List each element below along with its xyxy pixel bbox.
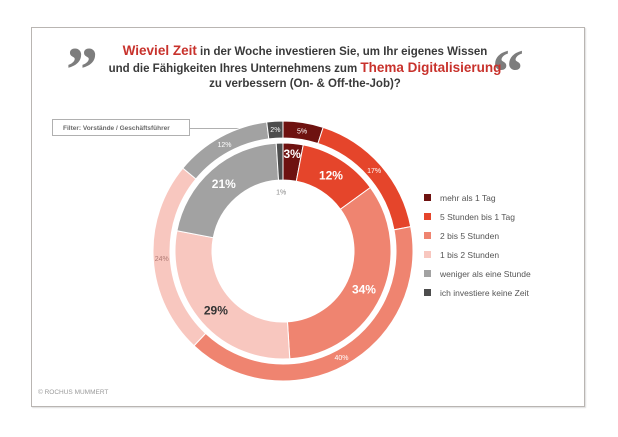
filter-label: Filter: Vorstände / Geschäftsführer xyxy=(52,119,190,136)
inner-ring-segment xyxy=(275,142,284,181)
legend-swatch xyxy=(424,194,431,201)
title-text-1: in der Woche investieren Sie, um Ihr eig… xyxy=(196,46,488,58)
legend-item: 5 Stunden bis 1 Tag xyxy=(424,207,531,226)
legend-item: 2 bis 5 Stunden xyxy=(424,226,531,245)
legend-label: 1 bis 2 Stunden xyxy=(440,249,500,260)
inner-data-label: 3% xyxy=(284,147,302,161)
legend-label: ich investiere keine Zeit xyxy=(440,287,529,298)
quote-open-icon: ” xyxy=(66,34,98,105)
inner-data-label: 21% xyxy=(212,177,236,191)
outer-data-label: 17% xyxy=(367,168,381,175)
outer-data-label: 5% xyxy=(297,128,307,135)
legend-item: mehr als 1 Tag xyxy=(424,188,531,207)
quote-close-icon: “ xyxy=(492,36,524,107)
legend-swatch xyxy=(424,270,431,277)
outer-data-label: 2% xyxy=(270,127,280,134)
legend-item: weniger als eine Stunde xyxy=(424,264,531,283)
legend-item: ich investiere keine Zeit xyxy=(424,283,531,302)
outer-data-label: 40% xyxy=(335,355,349,362)
legend-swatch xyxy=(424,213,431,220)
inner-data-label: 12% xyxy=(319,169,343,183)
legend-swatch xyxy=(424,232,431,239)
legend-label: weniger als eine Stunde xyxy=(440,268,531,279)
outer-data-label: 24% xyxy=(155,256,169,263)
title-text-3: zu verbessern (On- & Off-the-Job)? xyxy=(209,78,401,90)
inner-ring-segment xyxy=(286,186,392,360)
outer-ring-segment xyxy=(266,120,284,140)
legend-item: 1 bis 2 Stunden xyxy=(424,245,531,264)
legend-label: 5 Stunden bis 1 Tag xyxy=(440,211,515,222)
chart-legend: mehr als 1 Tag 5 Stunden bis 1 Tag 2 bis 5… xyxy=(424,188,531,302)
inner-data-label: 29% xyxy=(204,303,228,317)
copyright: © ROCHUS MUMMERT xyxy=(38,389,109,396)
filter-connector-line xyxy=(190,128,250,129)
legend-label: mehr als 1 Tag xyxy=(440,192,496,203)
title-highlight-2: Thema Digitalisierung xyxy=(360,60,502,75)
inner-data-label: 34% xyxy=(352,282,376,296)
title-highlight-1: Wieviel Zeit xyxy=(122,43,197,58)
legend-swatch xyxy=(424,251,431,258)
chart-title: Wieviel Zeit in der Woche investieren Si… xyxy=(100,43,510,92)
outer-data-label: 12% xyxy=(217,142,231,149)
inner-data-label: 1% xyxy=(276,189,286,196)
legend-label: 2 bis 5 Stunden xyxy=(440,230,500,241)
legend-swatch xyxy=(424,289,431,296)
title-text-2: und die Fähigkeiten Ihres Unternehmens z… xyxy=(108,63,361,75)
